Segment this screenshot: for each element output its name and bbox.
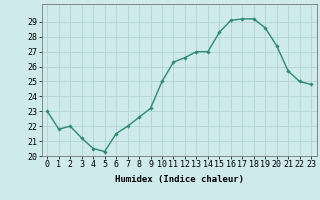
X-axis label: Humidex (Indice chaleur): Humidex (Indice chaleur) bbox=[115, 175, 244, 184]
